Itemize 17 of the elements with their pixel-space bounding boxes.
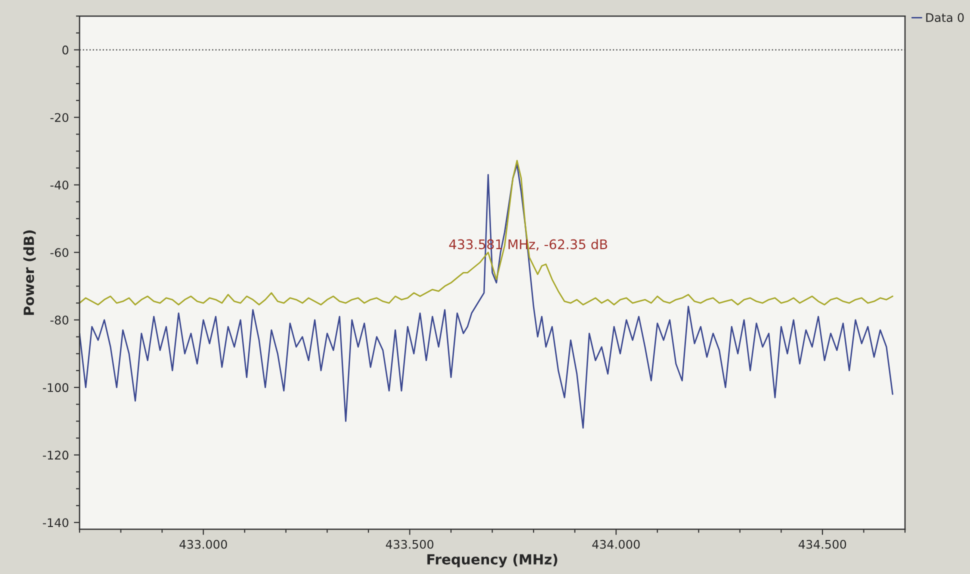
y-tick-label: -60 (50, 248, 68, 258)
x-tick-label: 433.000 (180, 540, 227, 549)
x-tick-label: 434.000 (592, 540, 640, 549)
y-tick-label: 0 (62, 46, 68, 54)
y-tick-label: -20 (50, 113, 68, 122)
y-tick-label: -120 (42, 450, 68, 460)
x-tick-label: 434.500 (798, 540, 846, 549)
y-tick-label: -140 (42, 518, 68, 528)
y-tick-label: -40 (50, 180, 68, 190)
legend-label: Data 0 (926, 13, 964, 22)
y-axis-title: Power (dB) (23, 230, 36, 315)
y-tick-label: -80 (50, 316, 68, 325)
line-series (80, 164, 894, 429)
y-tick-label: -100 (42, 383, 68, 392)
x-tick-label: 433.500 (386, 540, 434, 549)
line-series (80, 160, 894, 306)
x-axis-title: Frequency (MHz) (427, 554, 558, 568)
